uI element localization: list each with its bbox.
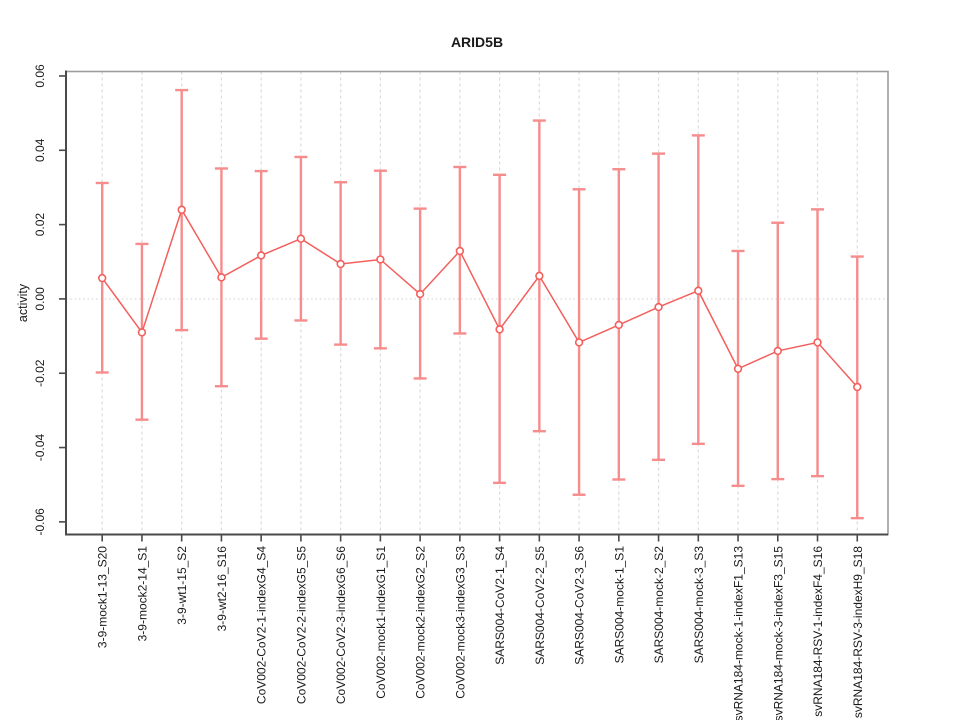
y-axis-label: activity [16,283,30,322]
data-point [853,382,862,392]
data-point [296,234,306,243]
y-tick-label: 0.06 [33,64,47,88]
x-tick-label: CoV002-mock1-indexG1_S1 [374,546,388,699]
data-point [773,346,782,356]
y-tick-label: 0.02 [33,213,47,237]
y-tick-label: -0.02 [33,359,47,387]
data-point [614,320,624,330]
x-tick-label: 3-9-mock2-14_S1 [135,546,149,642]
data-point [336,259,345,269]
x-tick-label: SARS004-mock-1_S1 [612,546,626,664]
x-tick-label: 3-9-mock1-13_S20 [96,546,110,648]
x-tick-label: CoV002-mock3-indexG3_S3 [453,546,467,699]
series-line [101,207,858,388]
y-tick-label: -0.04 [33,434,47,462]
x-tick-label: CoV002-CoV2-1-indexG4_S4 [255,546,269,704]
x-tick-label: svRNA184-RSV-3-indexH9_S18 [851,546,865,718]
x-tick-label: 3-9-wt1-15_S2 [175,546,189,625]
x-tick-label: SARS004-CoV2-3_S6 [573,546,587,665]
x-tick-label: svRNA184-RSV-1-indexF4_S16 [811,546,825,717]
y-tick-label: 0.00 [33,287,47,311]
x-tick-label: SARS004-CoV2-2_S5 [533,546,547,665]
x-tick-label: CoV002-mock2-indexG2_S2 [414,546,428,699]
data-point [137,328,147,337]
data-point [177,205,186,214]
plot-frame [65,70,889,536]
y-tick-label: 0.04 [33,138,47,162]
y-tick-label: -0.06 [33,508,47,536]
data-point [455,246,465,256]
x-tick-label: SARS004-mock-3_S3 [692,546,706,664]
data-point [574,338,584,347]
x-tick-label: svRNA184-mock-1-indexF1_S13 [732,546,746,720]
x-tick-label: CoV002-CoV2-3-indexG6_S6 [334,546,348,704]
data-point [256,251,266,260]
x-tick-label: SARS004-mock-2_S2 [652,546,666,664]
data-point [376,255,385,264]
data-point [654,302,663,312]
x-tick-label: 3-9-wt2-16_S16 [215,546,229,632]
data-point [733,364,743,373]
chart-title: ARID5B [451,34,503,50]
data-point [97,273,107,283]
data-point [415,289,425,299]
x-tick-label: CoV002-CoV2-2-indexG5_S5 [294,546,308,704]
data-point [535,271,544,281]
x-tick-label: SARS004-CoV2-1_S4 [493,546,507,665]
x-tick-label: svRNA184-mock-3-indexF3_S15 [771,546,785,720]
data-point [495,325,504,334]
data-point [217,273,226,282]
data-point [694,286,703,295]
data-point [813,338,822,347]
